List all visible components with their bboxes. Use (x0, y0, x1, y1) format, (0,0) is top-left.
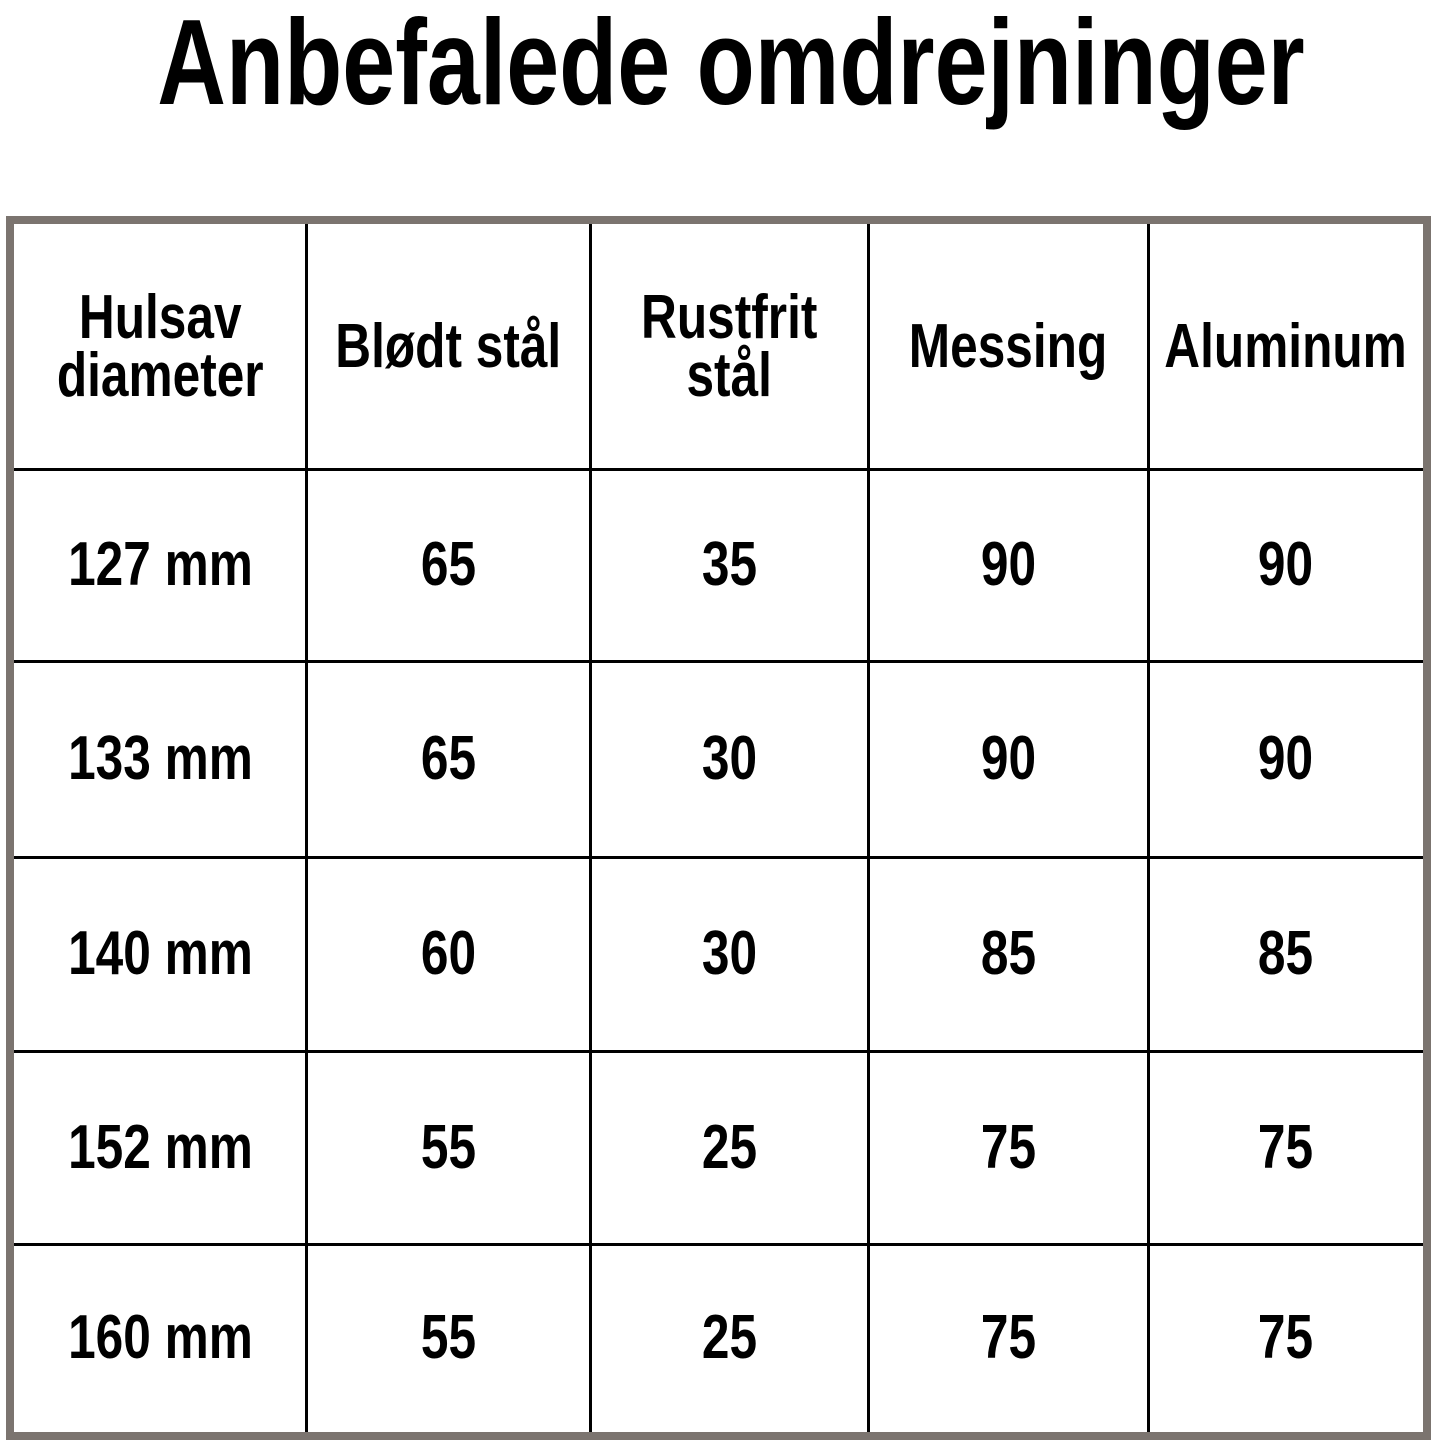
cell-value: 30 (701, 724, 757, 793)
header-cell: Messing (868, 224, 1148, 469)
table-cell: 75 (868, 1051, 1148, 1244)
header-label: Rustfrit stål (640, 282, 818, 410)
header-label: Messing (908, 311, 1108, 381)
cell-value: 90 (1257, 530, 1314, 599)
cell-value: 90 (980, 724, 1036, 793)
table-cell: 75 (1148, 1244, 1423, 1432)
table-cell: 30 (590, 661, 868, 857)
cell-value: 140 mm (67, 919, 253, 988)
column-divider (867, 224, 870, 1432)
table-cell: 90 (1148, 661, 1423, 857)
table-cell: 25 (590, 1244, 868, 1432)
cell-value: 55 (420, 1112, 476, 1182)
cell-value: 35 (701, 530, 757, 599)
table-cell: 65 (306, 661, 590, 857)
cell-value: 25 (701, 1303, 757, 1372)
table-cell: 90 (868, 661, 1148, 857)
table-cell: 25 (590, 1051, 868, 1244)
cell-value: 25 (701, 1112, 757, 1182)
column-divider (305, 224, 308, 1432)
table-cell: 75 (868, 1244, 1148, 1432)
table-cell: 133 mm (14, 661, 306, 857)
table-cell: 90 (1148, 469, 1423, 661)
table-cell: 160 mm (14, 1244, 306, 1432)
cell-value: 160 mm (67, 1303, 253, 1372)
table-cell: 55 (306, 1051, 590, 1244)
column-divider (1147, 224, 1150, 1432)
header-label: Aluminum (1164, 311, 1407, 381)
table-cell: 140 mm (14, 857, 306, 1051)
cell-value: 60 (420, 919, 476, 988)
table-cell: 55 (306, 1244, 590, 1432)
row-divider (14, 660, 1423, 663)
cell-value: 65 (420, 724, 476, 793)
header-cell: Aluminum (1148, 224, 1423, 469)
table-cell: 30 (590, 857, 868, 1051)
header-cell: Blødt stål (306, 224, 590, 469)
cell-value: 85 (1257, 919, 1314, 988)
table-cell: 90 (868, 469, 1148, 661)
table-cell: 85 (868, 857, 1148, 1051)
table-cell: 65 (306, 469, 590, 661)
table-cell: 85 (1148, 857, 1423, 1051)
header-label: Hulsav diameter (56, 282, 264, 410)
page-title: Anbefalede omdrejninger (157, 0, 1305, 130)
row-divider (14, 468, 1423, 471)
cell-value: 55 (420, 1303, 476, 1372)
column-divider (589, 224, 592, 1432)
table-cell: 152 mm (14, 1051, 306, 1244)
cell-value: 133 mm (67, 724, 253, 793)
cell-value: 90 (1257, 724, 1314, 793)
row-divider (14, 1050, 1423, 1053)
cell-value: 75 (1257, 1112, 1314, 1182)
rpm-table: Hulsav diameter Blødt stål Rustfrit stål Me… (6, 216, 1431, 1440)
row-divider (14, 1243, 1423, 1246)
table-cell: 127 mm (14, 469, 306, 661)
cell-value: 65 (420, 530, 476, 599)
cell-value: 75 (1257, 1303, 1314, 1372)
table-cell: 35 (590, 469, 868, 661)
cell-value: 75 (980, 1112, 1036, 1182)
cell-value: 152 mm (67, 1112, 253, 1182)
cell-value: 85 (980, 919, 1036, 988)
cell-value: 75 (980, 1303, 1036, 1372)
table-cell: 60 (306, 857, 590, 1051)
header-cell: Rustfrit stål (590, 224, 868, 469)
header-label: Blødt stål (335, 311, 561, 381)
cell-value: 90 (980, 530, 1036, 599)
cell-value: 127 mm (67, 530, 253, 599)
cell-value: 30 (701, 919, 757, 988)
row-divider (14, 856, 1423, 859)
header-cell: Hulsav diameter (14, 224, 306, 469)
table-cell: 75 (1148, 1051, 1423, 1244)
